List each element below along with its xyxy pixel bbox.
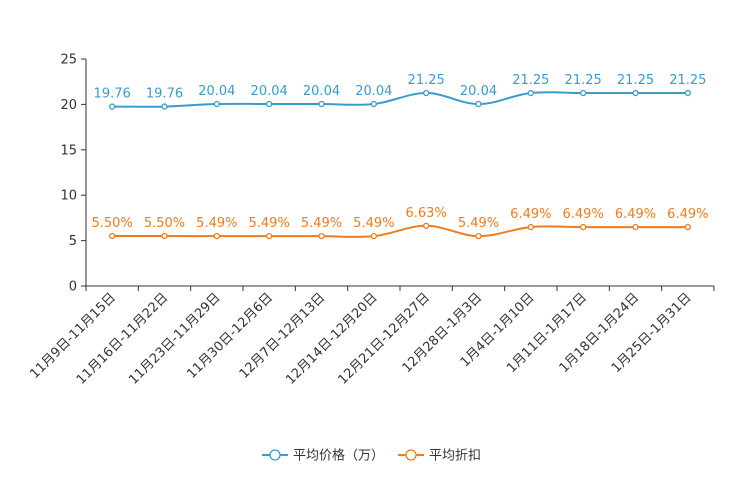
legend-label: 平均折扣 [429,449,481,464]
legend-item-2[interactable]: 平均折扣 [398,449,481,464]
data-label: 21.25 [408,73,445,88]
data-label: 5.49% [249,216,290,231]
legend-label: 平均价格（万） [293,448,384,464]
data-point [213,100,220,108]
data-label: 5.49% [353,216,394,231]
series-line [112,91,688,108]
legend-marker-icon [405,449,417,461]
data-label: 6.49% [667,207,708,222]
data-point [580,223,587,231]
y-tick-label: 5 [69,234,77,249]
data-point [632,89,639,97]
data-label: 5.50% [92,216,133,231]
data-point [213,233,220,240]
data-label: 20.04 [198,84,235,99]
data-point [161,232,168,240]
x-tick-label: 12月14日-12月20日 [283,290,380,387]
data-point [475,100,482,108]
data-point [580,89,587,97]
data-point [109,232,116,240]
data-point [423,89,430,97]
data-label: 5.50% [144,216,185,231]
data-label: 21.25 [617,73,654,88]
series-2: 5.50% 5.50% 5.49% 5.49% 5.49% 5.49% 6.63% 5.49%… [92,206,708,240]
data-label: 21.25 [669,73,706,88]
data-point [109,103,116,110]
data-point [318,100,325,108]
data-point [527,89,534,97]
data-label: 20.04 [355,84,392,99]
legend-marker-icon [269,449,281,461]
series-layer: 19.76 19.76 20.04 20.04 20.04 20.04 21.25 20.04… [92,73,708,240]
data-label: 19.76 [146,87,183,102]
data-label: 21.25 [512,73,549,88]
legend-item-1[interactable]: 平均价格（万） [262,448,384,464]
data-point [423,222,430,229]
x-tick-label: 12月21日-12月27日 [336,290,433,387]
data-point [370,233,377,240]
data-point [318,233,325,240]
y-tick-label: 10 [60,189,77,204]
data-label: 6.49% [563,207,604,222]
data-label: 6.63% [406,206,447,221]
data-label: 6.49% [510,207,551,222]
data-point [370,100,377,108]
data-label: 20.04 [251,84,288,99]
data-label: 20.04 [303,84,340,99]
data-label: 20.04 [460,84,497,99]
data-point [684,223,691,231]
data-label: 5.49% [301,216,342,231]
data-point [632,223,639,231]
data-label: 21.25 [565,73,602,88]
y-tick-label: 25 [60,53,77,68]
data-point [527,223,534,231]
x-tick-label: 11月9日-11月15日 [27,290,119,382]
data-point [266,233,273,240]
y-tick-label: 15 [60,143,77,158]
data-label: 6.49% [615,207,656,222]
data-label: 19.76 [94,87,131,102]
y-tick-label: 0 [69,280,77,295]
data-label: 5.49% [196,216,237,231]
series-line [112,224,688,238]
series-1: 19.76 19.76 20.04 20.04 20.04 20.04 21.25 20.04… [94,73,706,110]
x-tick-label: 11月16日-11月22日 [74,290,171,387]
data-point [684,89,691,97]
chart-legend[interactable]: 平均价格（万） 平均折扣 [262,448,481,464]
data-label: 5.49% [458,216,499,231]
data-point [266,100,273,108]
x-tick-label: 11月23日-11月29日 [126,290,223,387]
y-tick-label: 20 [60,98,77,113]
data-point [161,103,168,110]
data-point [475,233,482,240]
